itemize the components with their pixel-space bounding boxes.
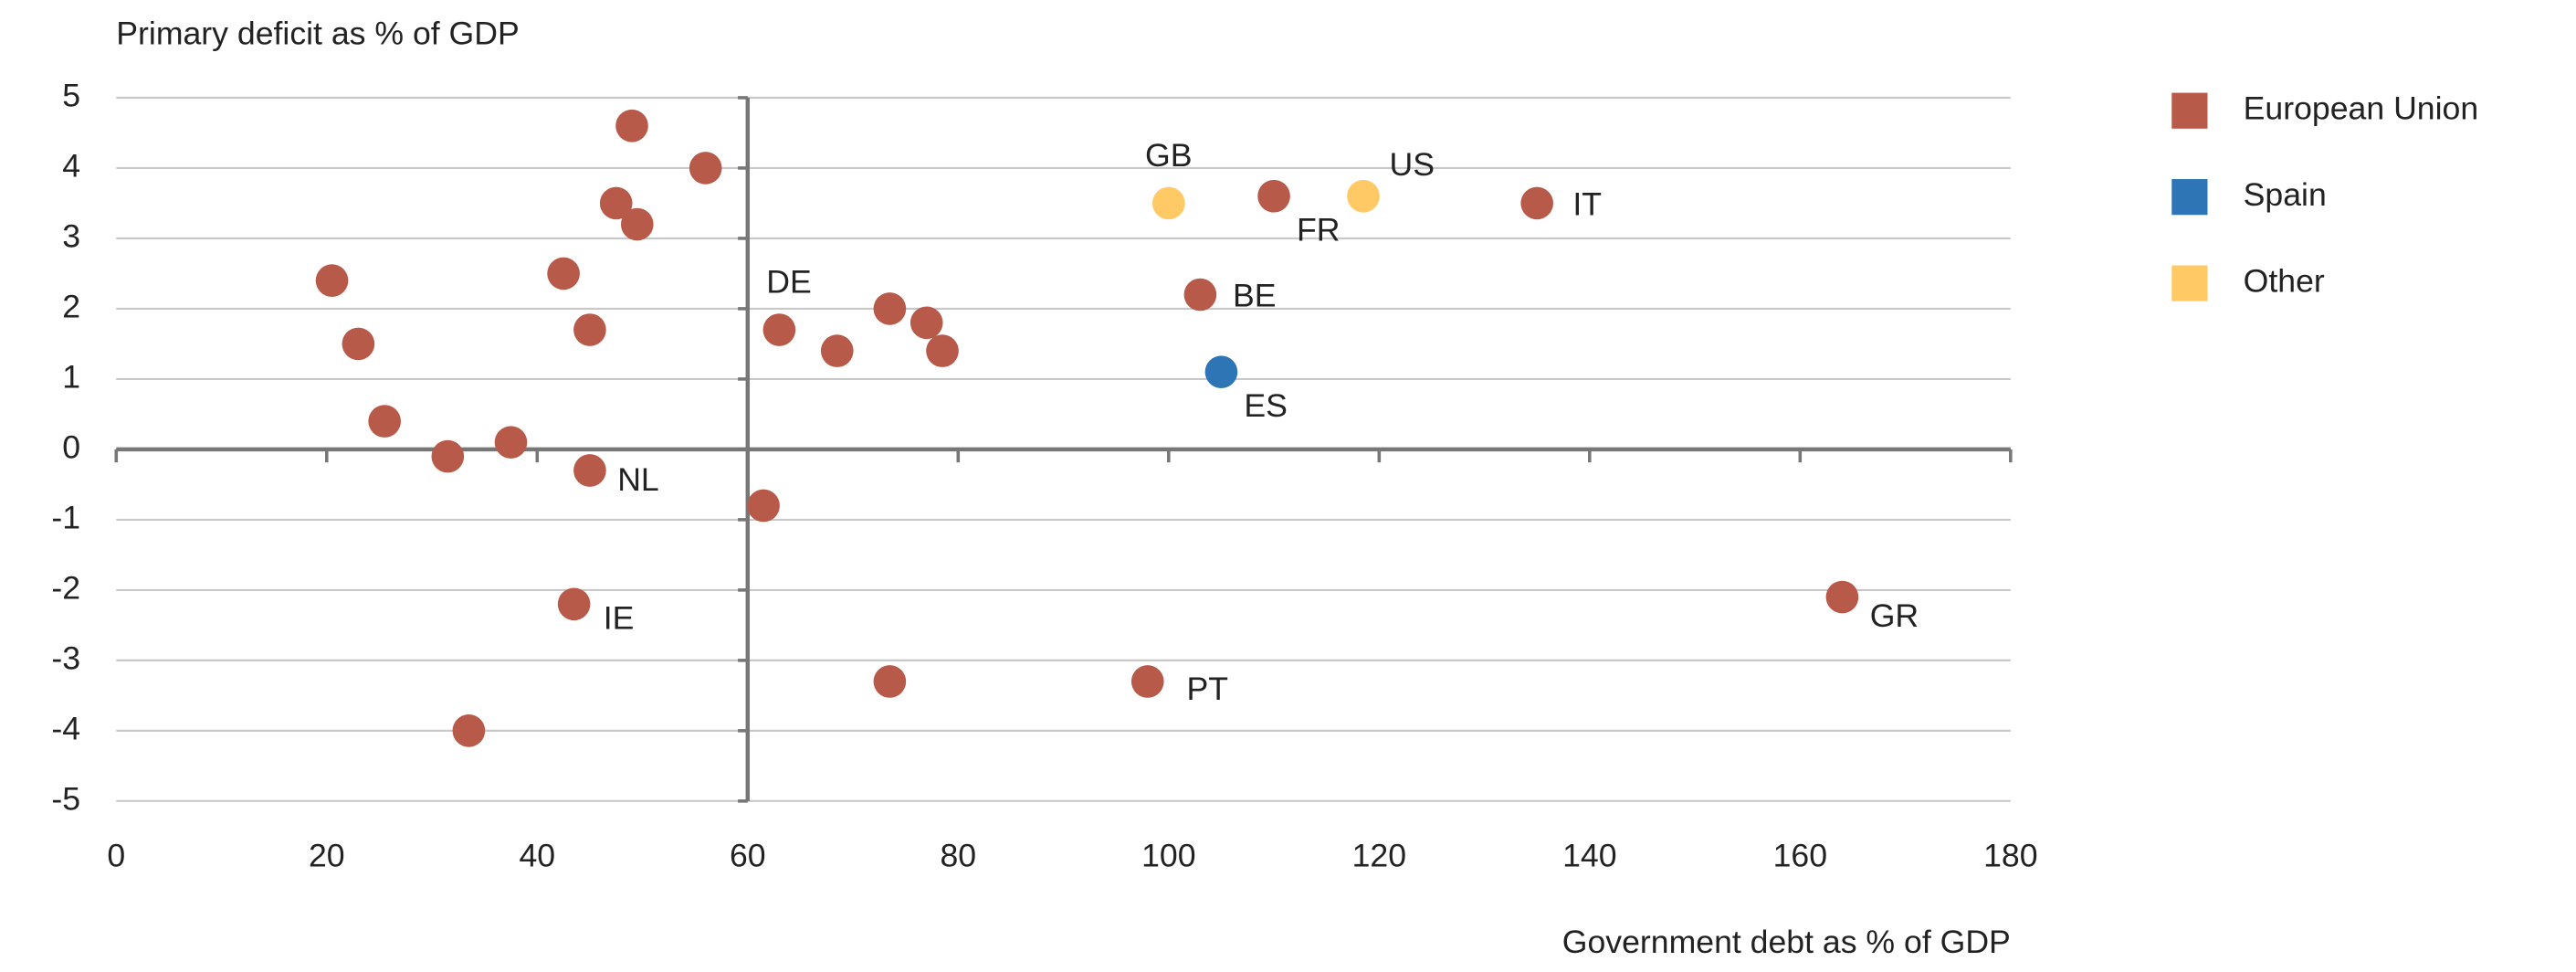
point (599, 186, 633, 220)
x-tick-label: 60 (730, 838, 766, 874)
y-tick-label: -5 (51, 780, 80, 817)
x-axis-label: Government debt as % of GDP (1562, 924, 2011, 960)
point (615, 109, 648, 143)
point (873, 665, 907, 698)
point (1183, 278, 1217, 312)
point (762, 313, 796, 346)
y-tick-label: 5 (62, 77, 80, 113)
point-label: FR (1297, 211, 1341, 248)
point-label: PT (1187, 671, 1229, 707)
point (547, 257, 580, 291)
y-axis-label: Primary deficit as % of GDP (116, 16, 519, 52)
legend-label: European Union (2244, 90, 2478, 127)
y-tick-label: -4 (51, 710, 80, 746)
point (1347, 179, 1380, 213)
x-tick-label: 80 (940, 838, 976, 874)
point (494, 426, 528, 460)
point-label: NL (617, 461, 659, 498)
point (747, 489, 780, 523)
point (1825, 580, 1859, 614)
point (431, 439, 465, 473)
legend-label: Spain (2244, 176, 2327, 213)
point (926, 334, 959, 367)
point (1204, 355, 1238, 389)
y-tick-label: -2 (51, 569, 80, 606)
point-label: ES (1244, 387, 1288, 424)
x-tick-label: 180 (1983, 838, 2037, 874)
point-label: BE (1233, 278, 1277, 314)
y-tick-label: 3 (62, 217, 80, 254)
legend-swatch (2171, 92, 2208, 129)
point-label: GR (1870, 597, 1919, 634)
point (452, 714, 486, 747)
point (1130, 665, 1164, 698)
y-tick-label: 2 (62, 288, 80, 324)
point-label: IT (1572, 185, 1602, 222)
point (573, 313, 606, 346)
point (620, 207, 654, 241)
point (909, 306, 943, 340)
y-tick-label: 4 (62, 147, 80, 184)
y-tick-label: 0 (62, 428, 80, 465)
point (1520, 186, 1554, 220)
point-label: GB (1145, 137, 1192, 174)
point (315, 264, 349, 297)
point (820, 334, 854, 367)
point (1151, 186, 1185, 220)
point (873, 292, 907, 325)
point (1257, 179, 1290, 213)
x-tick-label: 160 (1773, 838, 1827, 874)
legend-label: Other (2244, 263, 2325, 300)
point (689, 152, 722, 185)
point (557, 587, 591, 621)
x-tick-label: 120 (1352, 838, 1406, 874)
x-tick-label: 100 (1141, 838, 1195, 874)
x-tick-label: 0 (107, 838, 125, 874)
point (368, 405, 401, 438)
y-tick-label: -3 (51, 639, 80, 676)
point (573, 454, 606, 487)
point (342, 327, 375, 361)
point-label: IE (604, 600, 635, 637)
x-tick-label: 20 (309, 838, 345, 874)
point-label: US (1390, 146, 1435, 183)
x-tick-label: 140 (1562, 838, 1616, 874)
legend-swatch (2171, 179, 2208, 216)
point-label: DE (766, 264, 812, 301)
legend-swatch (2171, 265, 2208, 301)
y-tick-label: 1 (62, 358, 80, 395)
y-tick-label: -1 (51, 499, 80, 535)
x-tick-label: 40 (519, 838, 555, 874)
